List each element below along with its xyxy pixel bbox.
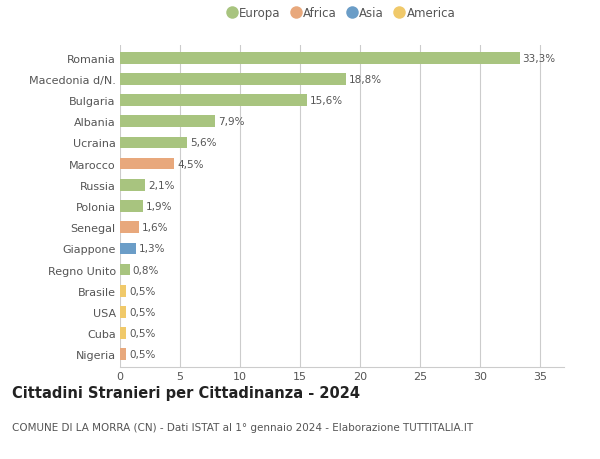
Bar: [120, 137, 187, 149]
Bar: [120, 285, 126, 297]
Text: 7,9%: 7,9%: [218, 117, 244, 127]
Bar: [120, 95, 307, 106]
Bar: [120, 264, 130, 276]
Text: 0,5%: 0,5%: [129, 307, 155, 317]
Text: 0,5%: 0,5%: [129, 328, 155, 338]
Bar: [120, 53, 520, 64]
Text: 33,3%: 33,3%: [523, 54, 556, 64]
Text: 0,8%: 0,8%: [133, 265, 159, 275]
Text: 0,5%: 0,5%: [129, 286, 155, 296]
Bar: [120, 116, 215, 128]
Text: 15,6%: 15,6%: [310, 96, 343, 106]
Bar: [120, 328, 126, 339]
Text: 18,8%: 18,8%: [349, 75, 382, 85]
Text: 5,6%: 5,6%: [190, 138, 217, 148]
Bar: [120, 201, 143, 213]
Text: 1,3%: 1,3%: [139, 244, 165, 254]
Bar: [120, 243, 136, 255]
Bar: [120, 349, 126, 360]
Bar: [120, 74, 346, 85]
Legend: Europa, Africa, Asia, America: Europa, Africa, Asia, America: [229, 7, 455, 20]
Bar: [120, 158, 174, 170]
Text: 4,5%: 4,5%: [177, 159, 203, 169]
Text: Cittadini Stranieri per Cittadinanza - 2024: Cittadini Stranieri per Cittadinanza - 2…: [12, 386, 360, 401]
Text: 2,1%: 2,1%: [148, 180, 175, 190]
Bar: [120, 307, 126, 318]
Bar: [120, 222, 139, 234]
Text: 0,5%: 0,5%: [129, 349, 155, 359]
Bar: [120, 179, 145, 191]
Text: COMUNE DI LA MORRA (CN) - Dati ISTAT al 1° gennaio 2024 - Elaborazione TUTTITALI: COMUNE DI LA MORRA (CN) - Dati ISTAT al …: [12, 422, 473, 432]
Text: 1,6%: 1,6%: [142, 223, 169, 233]
Text: 1,9%: 1,9%: [146, 202, 172, 212]
